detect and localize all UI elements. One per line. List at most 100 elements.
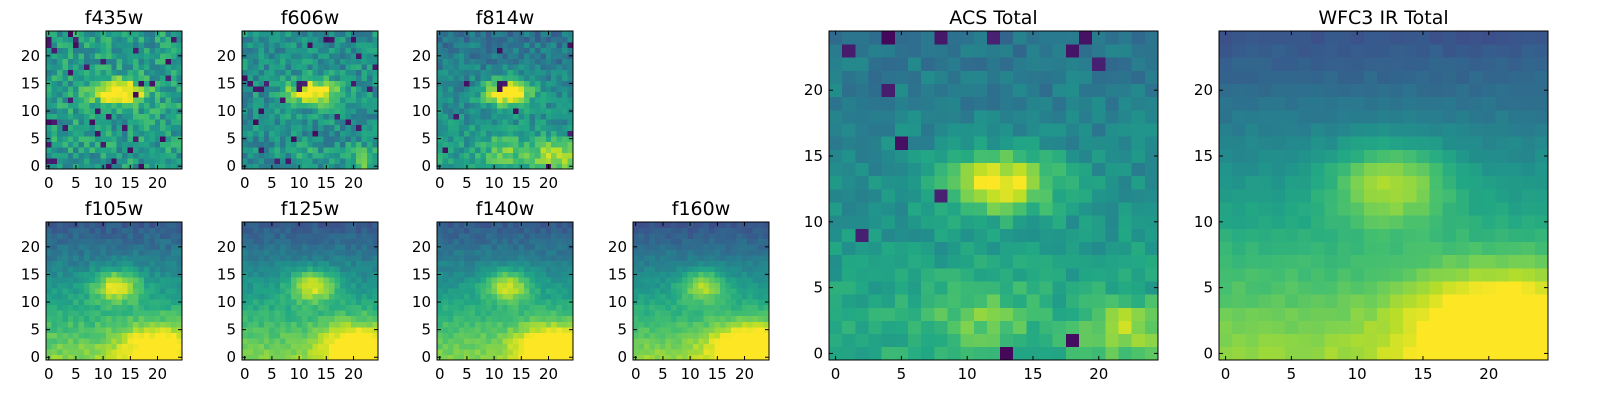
cell bbox=[534, 266, 541, 273]
cell bbox=[720, 293, 726, 300]
heatmap-cells bbox=[46, 222, 183, 361]
cell bbox=[973, 294, 988, 308]
cell bbox=[643, 255, 650, 262]
cell bbox=[447, 64, 454, 71]
cell bbox=[534, 146, 541, 153]
cell bbox=[290, 47, 297, 54]
cell bbox=[296, 260, 303, 267]
cell bbox=[171, 31, 177, 37]
cell bbox=[312, 80, 319, 87]
cell bbox=[502, 108, 509, 115]
cell bbox=[89, 249, 96, 256]
cell bbox=[329, 36, 335, 43]
cell bbox=[149, 146, 156, 153]
cell bbox=[676, 348, 683, 355]
cell bbox=[469, 260, 476, 267]
cell bbox=[447, 288, 454, 295]
cell bbox=[301, 255, 308, 262]
cell bbox=[176, 58, 183, 65]
cell bbox=[361, 64, 368, 71]
cell bbox=[442, 315, 449, 322]
cell bbox=[247, 271, 254, 278]
cell bbox=[296, 80, 303, 87]
cell bbox=[100, 260, 107, 267]
cell bbox=[247, 42, 254, 48]
cell bbox=[116, 102, 123, 109]
cell bbox=[318, 42, 324, 48]
cell bbox=[829, 149, 843, 163]
cell bbox=[464, 304, 471, 311]
cell bbox=[1118, 254, 1133, 269]
cell bbox=[562, 238, 568, 245]
cell bbox=[154, 332, 161, 339]
cell bbox=[676, 354, 683, 361]
cell bbox=[562, 304, 568, 311]
cell bbox=[73, 141, 80, 148]
cell bbox=[567, 222, 574, 228]
cell bbox=[752, 249, 759, 256]
cell bbox=[709, 266, 715, 273]
cell bbox=[171, 157, 177, 164]
cell bbox=[143, 157, 150, 164]
cell bbox=[73, 146, 80, 153]
cell bbox=[73, 69, 80, 76]
cell bbox=[665, 326, 672, 333]
cell bbox=[643, 326, 650, 333]
cell bbox=[763, 238, 770, 245]
cell bbox=[280, 315, 286, 322]
cell bbox=[709, 348, 715, 355]
cell bbox=[524, 227, 530, 234]
cell bbox=[247, 337, 254, 344]
cell bbox=[89, 58, 96, 65]
cell bbox=[356, 58, 363, 65]
cell bbox=[111, 152, 118, 159]
cell bbox=[551, 227, 558, 234]
cell bbox=[329, 86, 335, 93]
cell bbox=[149, 31, 156, 37]
cell bbox=[453, 282, 460, 289]
cell bbox=[56, 157, 63, 164]
cell bbox=[247, 31, 254, 37]
cell bbox=[524, 321, 530, 328]
cell bbox=[442, 152, 449, 159]
cell bbox=[350, 299, 357, 306]
cell bbox=[84, 135, 90, 142]
cell bbox=[154, 266, 161, 273]
cell bbox=[105, 130, 112, 137]
cell bbox=[247, 152, 254, 159]
cell bbox=[345, 47, 352, 54]
cell bbox=[660, 321, 667, 328]
cell bbox=[78, 47, 85, 54]
cell bbox=[127, 53, 134, 59]
cell bbox=[698, 260, 705, 267]
cell bbox=[540, 124, 547, 131]
cell bbox=[1052, 175, 1067, 190]
cell bbox=[562, 157, 568, 164]
cell bbox=[296, 238, 303, 245]
cell bbox=[154, 244, 161, 250]
cell bbox=[105, 244, 112, 250]
cell bbox=[56, 31, 63, 37]
cell bbox=[285, 69, 292, 76]
cell bbox=[518, 343, 525, 350]
cell bbox=[280, 80, 286, 87]
cell bbox=[698, 233, 705, 239]
cell bbox=[111, 348, 118, 355]
cell bbox=[73, 47, 80, 54]
cell bbox=[165, 163, 172, 170]
cell bbox=[116, 348, 123, 355]
cell bbox=[1092, 307, 1106, 321]
cell bbox=[464, 293, 471, 300]
cell bbox=[329, 135, 335, 142]
cell bbox=[960, 333, 975, 348]
cell bbox=[56, 255, 63, 262]
cell bbox=[372, 337, 379, 344]
cell bbox=[323, 69, 330, 76]
cell bbox=[437, 146, 443, 153]
cell bbox=[1131, 294, 1146, 308]
cell bbox=[475, 222, 481, 228]
cell bbox=[116, 222, 123, 228]
cell bbox=[84, 113, 90, 120]
cell bbox=[312, 64, 319, 71]
